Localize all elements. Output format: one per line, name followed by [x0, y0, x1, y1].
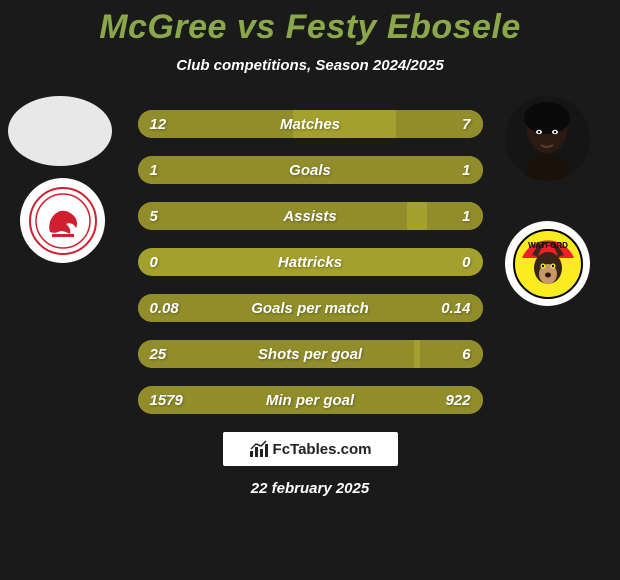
stat-row: 12Matches7 [138, 110, 483, 138]
stat-right-value: 6 [462, 340, 470, 368]
stat-right-value: 1 [462, 202, 470, 230]
player-right-avatar [505, 96, 590, 181]
player-right-club-badge: WATFORD [505, 221, 590, 306]
stat-row: 5Assists1 [138, 202, 483, 230]
player-left-column [8, 96, 112, 166]
stat-row: 25Shots per goal6 [138, 340, 483, 368]
stat-label: Min per goal [138, 386, 483, 414]
stat-right-value: 922 [445, 386, 470, 414]
stat-bars: 12Matches71Goals15Assists10Hattricks00.0… [138, 96, 483, 414]
stat-right-value: 0.14 [441, 294, 470, 322]
chart-icon [249, 440, 269, 458]
middlesbrough-badge-icon [28, 186, 98, 256]
svg-text:WATFORD: WATFORD [528, 241, 568, 250]
branding-badge: FcTables.com [223, 432, 398, 466]
stat-label: Shots per goal [138, 340, 483, 368]
player-right-column [505, 96, 590, 181]
comparison-panel: WATFORD 12Matches71Goals15Assists10Hattr… [0, 96, 620, 414]
player-left-club-badge [20, 178, 105, 263]
stat-label: Goals per match [138, 294, 483, 322]
stat-row: 0Hattricks0 [138, 248, 483, 276]
stat-right-value: 7 [462, 110, 470, 138]
stat-row: 1Goals1 [138, 156, 483, 184]
player-left-avatar [8, 96, 112, 166]
stat-label: Hattricks [138, 248, 483, 276]
watford-badge-icon: WATFORD [512, 228, 584, 300]
stat-label: Goals [138, 156, 483, 184]
subtitle: Club competitions, Season 2024/2025 [0, 57, 620, 74]
branding-text: FcTables.com [273, 441, 372, 458]
stat-right-value: 0 [462, 248, 470, 276]
page-title: McGree vs Festy Ebosele [0, 0, 620, 47]
date-label: 22 february 2025 [0, 480, 620, 497]
stat-right-value: 1 [462, 156, 470, 184]
stat-label: Assists [138, 202, 483, 230]
stat-row: 0.08Goals per match0.14 [138, 294, 483, 322]
stat-label: Matches [138, 110, 483, 138]
stat-row: 1579Min per goal922 [138, 386, 483, 414]
